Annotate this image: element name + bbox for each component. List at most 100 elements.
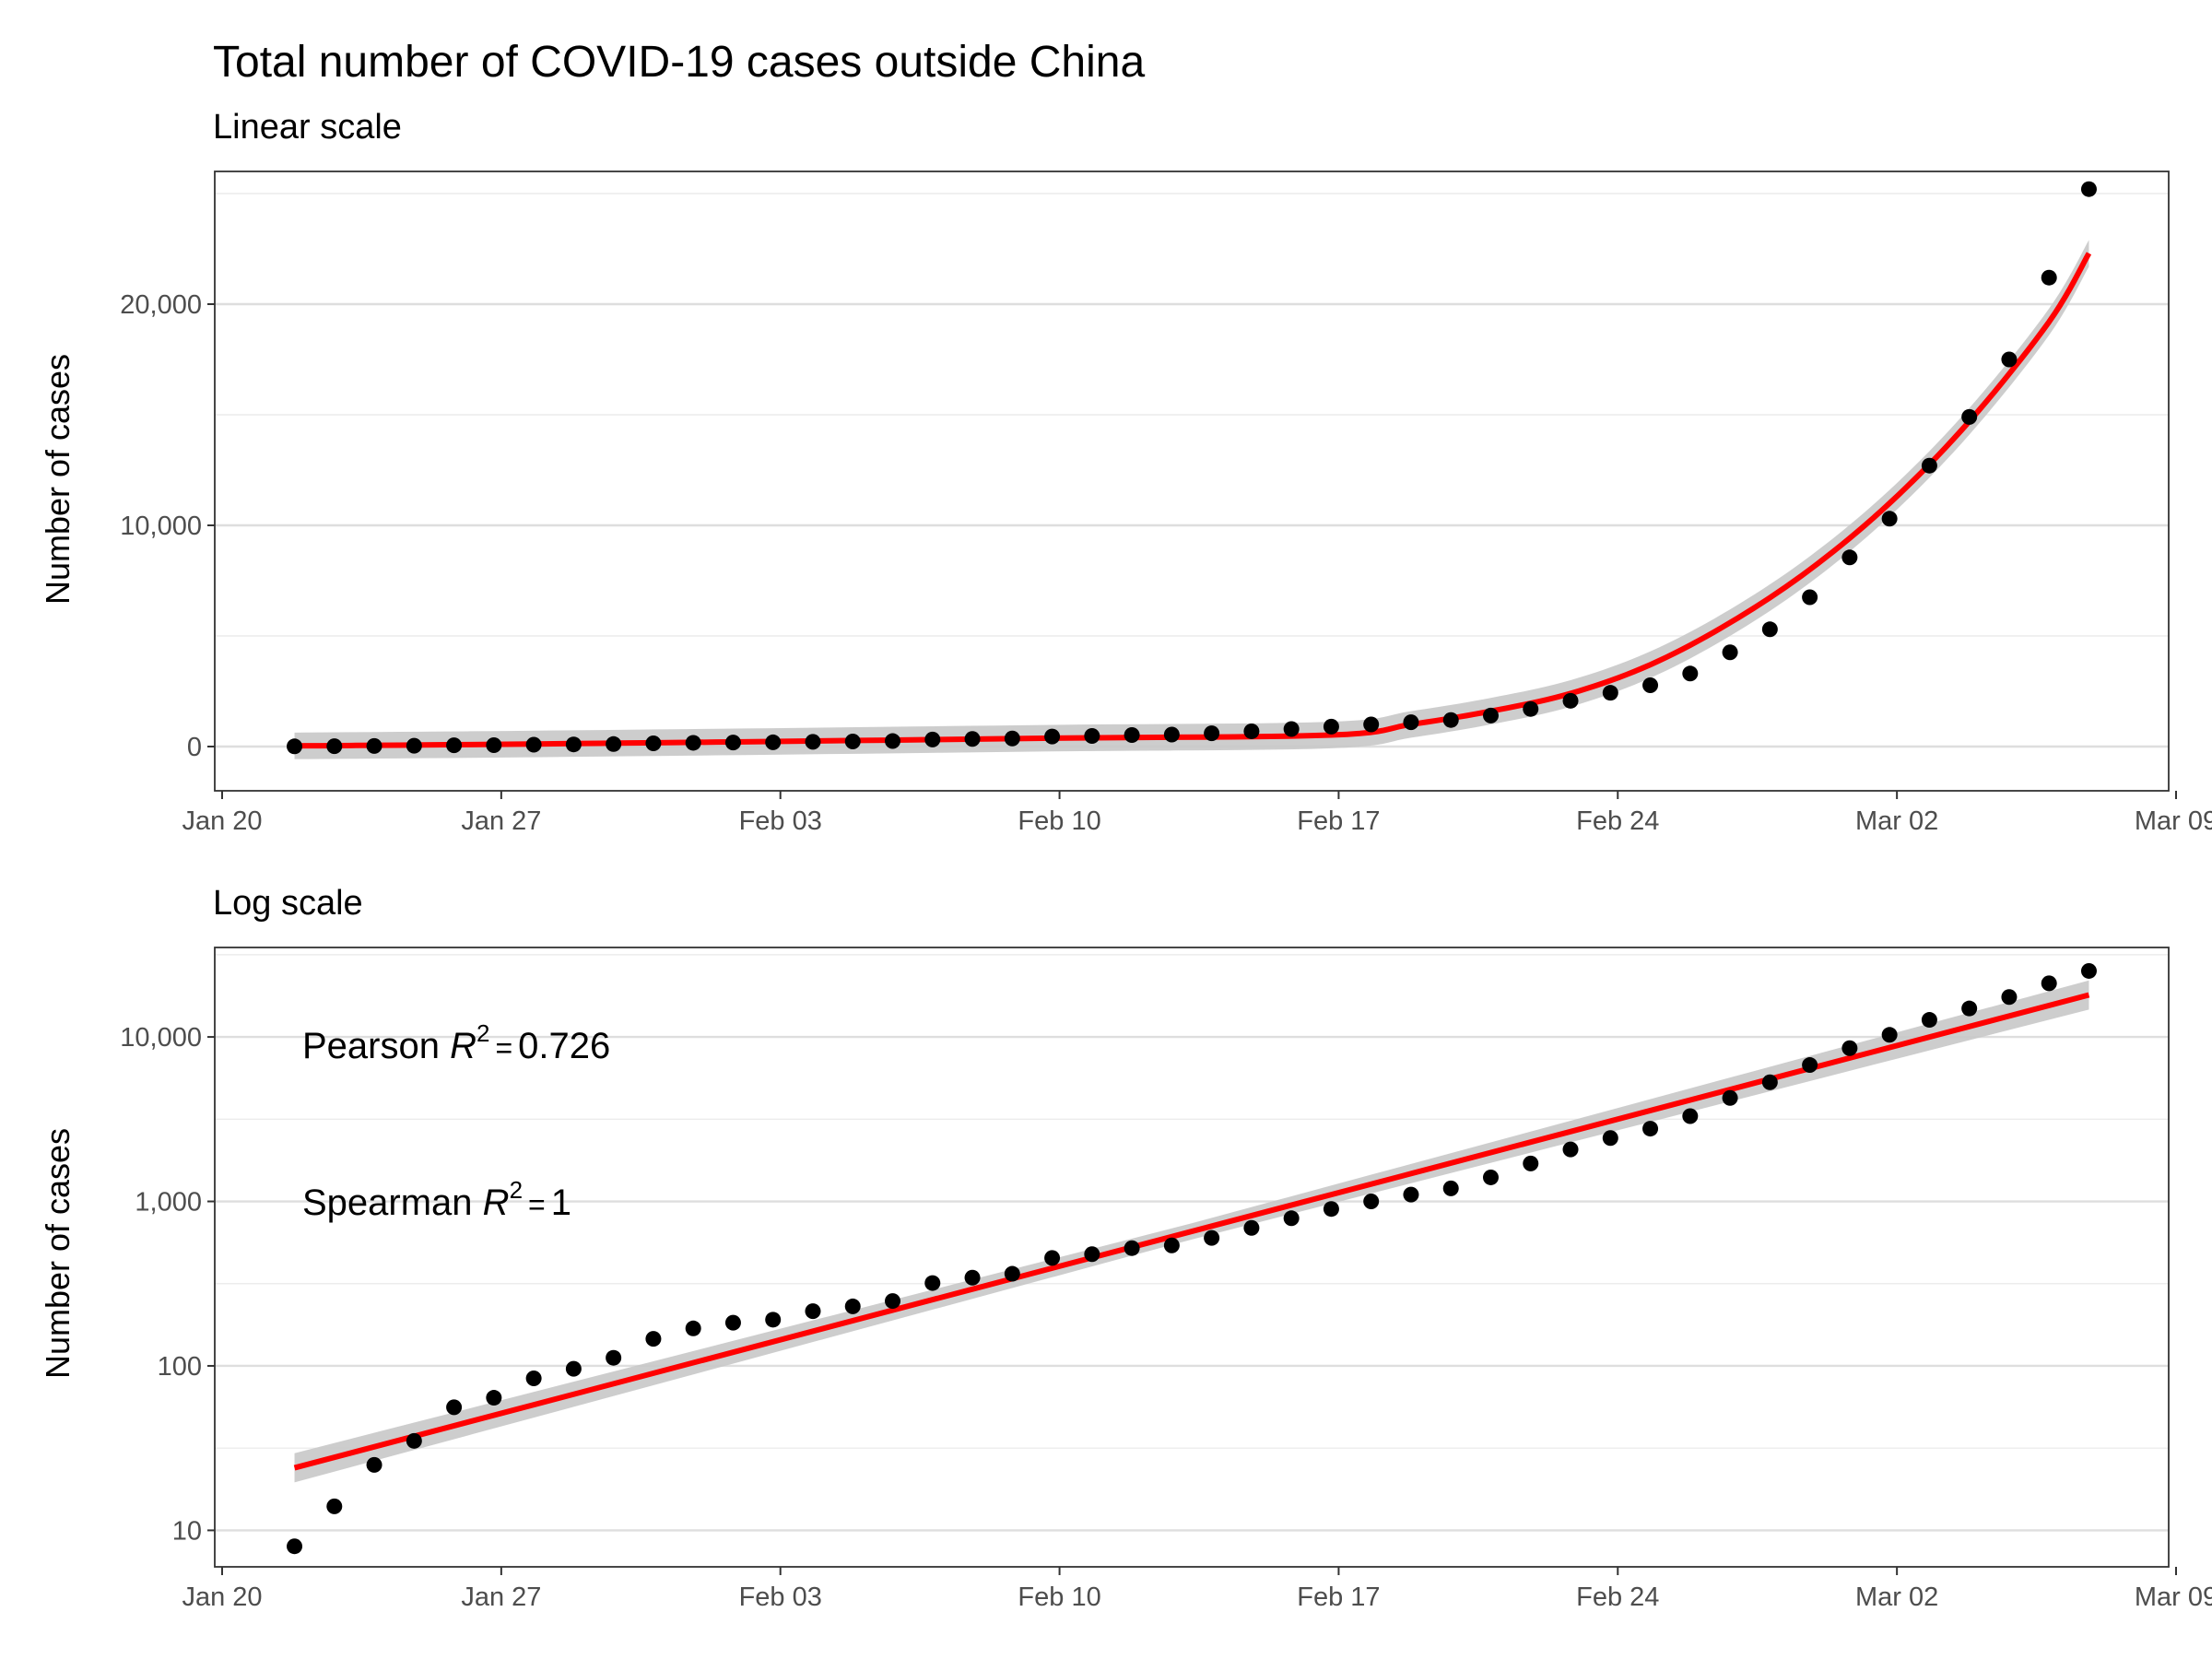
data-point — [1523, 1155, 1539, 1171]
spearman-annotation: Spearman R2 = 1 — [302, 1176, 571, 1223]
data-point — [1084, 1246, 1100, 1263]
data-point — [1761, 1074, 1778, 1090]
data-point — [1004, 1265, 1020, 1282]
panel-log-y-axis: 10 100 1,000 10,000 — [120, 1023, 215, 1546]
chart-title: Total number of COVID-19 cases outside C… — [213, 38, 1145, 87]
data-point — [1921, 457, 1937, 474]
panel-linear-fit-line — [294, 252, 2092, 749]
data-point — [366, 737, 382, 754]
data-point — [1442, 1180, 1459, 1196]
data-point — [1602, 685, 1618, 701]
data-point — [1802, 1057, 1818, 1074]
data-point — [964, 1269, 981, 1286]
data-point — [645, 1331, 662, 1347]
y-tick-label: 10,000 — [120, 512, 202, 541]
pearson-r-symbol: R — [450, 1026, 477, 1066]
data-point — [805, 1303, 821, 1320]
data-point — [287, 1538, 303, 1555]
data-point — [1921, 1012, 1937, 1029]
panel-log-subtitle: Log scale — [213, 884, 363, 923]
data-point — [406, 737, 422, 754]
y-tick-label: 100 — [158, 1352, 202, 1382]
data-point — [1403, 1186, 1419, 1203]
data-point — [1761, 621, 1778, 638]
data-point — [1841, 1040, 1858, 1056]
data-point — [2080, 962, 2097, 979]
pearson-annotation: Pearson R2 = 0.726 — [302, 1019, 610, 1066]
data-point — [1124, 1240, 1140, 1256]
data-point — [765, 734, 782, 750]
pearson-label: Pearson — [302, 1026, 450, 1066]
x-tick-label: Feb 17 — [1297, 806, 1380, 836]
data-point — [1283, 721, 1300, 737]
pearson-r-exponent: 2 — [477, 1019, 489, 1047]
data-point — [1722, 1089, 1738, 1106]
data-point — [1084, 728, 1100, 745]
data-point — [1682, 1108, 1699, 1124]
data-point — [1642, 677, 1659, 694]
panel-linear-ylabel: Number of cases — [39, 354, 76, 605]
data-point — [1044, 1250, 1061, 1266]
data-point — [326, 738, 343, 755]
data-point — [1204, 725, 1220, 742]
data-point — [1363, 716, 1380, 733]
panel-linear-points — [287, 181, 2097, 755]
y-tick-label: 20,000 — [120, 290, 202, 320]
panel-log-x-axis: Jan 20 Jan 27 Feb 03 Feb 10 Feb 17 Feb 24 Mar … — [182, 1567, 2212, 1612]
data-point — [1243, 1219, 1260, 1236]
spearman-r-symbol: R — [483, 1182, 510, 1223]
y-tick-label: 10 — [172, 1516, 202, 1546]
panel-linear-grid — [215, 193, 2169, 748]
y-tick-label: 1,000 — [135, 1188, 202, 1218]
data-point — [844, 733, 861, 749]
data-point — [525, 736, 542, 753]
data-point — [1881, 511, 1898, 527]
x-tick-label: Jan 20 — [182, 1583, 262, 1612]
panel-log-border — [214, 947, 2170, 1568]
data-point — [885, 1293, 901, 1310]
data-point — [1602, 1130, 1618, 1147]
data-point — [885, 733, 901, 749]
data-point — [1523, 700, 1539, 717]
panel-linear-x-axis: Jan 20 Jan 27 Feb 03 Feb 10 Feb 17 Feb 24 Mar … — [182, 791, 2212, 836]
x-tick-label: Jan 27 — [461, 806, 541, 836]
data-point — [1802, 589, 1818, 606]
panel-log-points — [287, 962, 2097, 1555]
panel-linear-subtitle: Linear scale — [213, 108, 402, 147]
panel-log: Log scale Number of cases 10 100 1,000 10,0… — [39, 884, 2212, 1612]
x-tick-label: Mar 02 — [1855, 806, 1938, 836]
spearman-value: 1 — [551, 1182, 571, 1223]
y-tick-label: 10,000 — [120, 1023, 202, 1053]
data-point — [844, 1298, 861, 1314]
spearman-equals: = — [528, 1188, 546, 1221]
data-point — [1004, 730, 1020, 747]
confidence-band — [294, 240, 2089, 759]
x-tick-label: Mar 09 — [2135, 1583, 2212, 1612]
data-point — [287, 738, 303, 755]
data-point — [765, 1312, 782, 1328]
panel-log-grid — [215, 954, 2169, 1532]
x-tick-label: Feb 24 — [1576, 806, 1659, 836]
data-point — [486, 1390, 502, 1406]
data-point — [1403, 714, 1419, 731]
x-tick-label: Mar 09 — [2135, 806, 2212, 836]
x-tick-label: Jan 27 — [461, 1583, 541, 1612]
data-point — [1722, 644, 1738, 661]
data-point — [1323, 718, 1339, 735]
x-tick-label: Feb 03 — [739, 1583, 822, 1612]
data-point — [1841, 549, 1858, 566]
data-point — [2041, 975, 2057, 992]
data-point — [645, 735, 662, 751]
data-point — [366, 1456, 382, 1473]
data-point — [406, 1432, 422, 1449]
data-point — [1243, 723, 1260, 739]
data-point — [1363, 1194, 1380, 1210]
x-tick-label: Feb 17 — [1297, 1583, 1380, 1612]
panel-linear-confidence-band — [294, 240, 2089, 759]
data-point — [2041, 269, 2057, 286]
spearman-label: Spearman — [302, 1182, 483, 1223]
data-point — [1562, 692, 1579, 709]
data-point — [606, 735, 622, 752]
data-point — [1642, 1121, 1659, 1137]
